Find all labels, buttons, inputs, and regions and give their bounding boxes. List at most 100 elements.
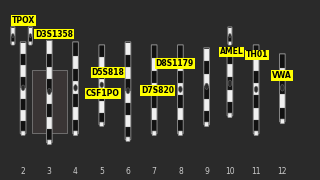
Ellipse shape: [179, 86, 182, 92]
Bar: [11, 35, 15, 43]
Bar: [253, 108, 259, 120]
Bar: [20, 54, 26, 65]
Bar: [227, 90, 233, 102]
Bar: [125, 103, 131, 115]
Bar: [28, 28, 32, 35]
FancyBboxPatch shape: [179, 131, 182, 136]
Bar: [280, 55, 285, 68]
Text: AMEL: AMEL: [220, 48, 244, 57]
FancyBboxPatch shape: [254, 131, 258, 136]
FancyBboxPatch shape: [152, 131, 156, 136]
Bar: [204, 61, 209, 74]
Bar: [280, 94, 285, 107]
Bar: [228, 28, 232, 35]
Bar: [253, 120, 259, 133]
FancyBboxPatch shape: [126, 137, 130, 141]
Text: D7S820: D7S820: [141, 86, 174, 95]
Bar: [73, 56, 78, 69]
Bar: [178, 108, 183, 120]
Bar: [152, 58, 157, 71]
Bar: [73, 69, 78, 81]
Bar: [20, 110, 26, 121]
FancyBboxPatch shape: [280, 119, 284, 124]
FancyBboxPatch shape: [29, 42, 32, 45]
Ellipse shape: [228, 80, 232, 86]
Text: VWA: VWA: [272, 71, 292, 80]
Bar: [178, 95, 183, 108]
Bar: [32, 70, 67, 133]
Bar: [227, 52, 233, 64]
Bar: [227, 64, 233, 77]
Bar: [280, 68, 285, 81]
Bar: [178, 83, 183, 95]
Text: TH01: TH01: [246, 50, 268, 59]
Bar: [99, 46, 104, 57]
Text: D5S818: D5S818: [92, 68, 124, 77]
Bar: [99, 112, 104, 124]
Bar: [178, 58, 183, 71]
Bar: [125, 115, 131, 127]
Bar: [73, 107, 78, 120]
Ellipse shape: [74, 85, 77, 91]
Bar: [178, 71, 183, 83]
Bar: [20, 77, 26, 88]
Bar: [125, 91, 131, 103]
Bar: [28, 35, 32, 43]
Bar: [47, 104, 52, 116]
Ellipse shape: [254, 86, 258, 92]
Bar: [99, 79, 104, 90]
Ellipse shape: [12, 34, 14, 37]
Ellipse shape: [21, 85, 25, 91]
Bar: [20, 65, 26, 77]
Bar: [20, 121, 26, 133]
FancyBboxPatch shape: [228, 42, 231, 45]
Ellipse shape: [29, 34, 32, 37]
Bar: [228, 35, 232, 43]
Bar: [125, 43, 131, 55]
Bar: [99, 102, 104, 112]
Bar: [152, 46, 157, 58]
FancyBboxPatch shape: [74, 131, 77, 136]
Bar: [47, 129, 52, 141]
Bar: [99, 68, 104, 79]
Bar: [11, 28, 15, 35]
Bar: [125, 67, 131, 79]
Bar: [253, 83, 259, 95]
Bar: [73, 43, 78, 56]
Bar: [204, 49, 209, 61]
Bar: [204, 86, 209, 99]
Ellipse shape: [205, 83, 208, 89]
FancyBboxPatch shape: [204, 122, 209, 127]
Bar: [125, 55, 131, 67]
Bar: [125, 127, 131, 139]
Text: D3S1358: D3S1358: [35, 30, 73, 39]
FancyBboxPatch shape: [100, 122, 104, 126]
FancyBboxPatch shape: [21, 131, 25, 135]
Ellipse shape: [228, 34, 231, 37]
Bar: [152, 108, 157, 120]
Bar: [152, 71, 157, 83]
Bar: [47, 42, 52, 54]
Bar: [280, 107, 285, 121]
Bar: [227, 77, 233, 90]
FancyBboxPatch shape: [228, 113, 232, 118]
Ellipse shape: [126, 88, 130, 94]
Bar: [20, 88, 26, 99]
Bar: [47, 116, 52, 129]
Bar: [73, 81, 78, 94]
Bar: [20, 99, 26, 110]
FancyBboxPatch shape: [12, 42, 14, 45]
Bar: [47, 91, 52, 104]
Bar: [20, 43, 26, 54]
Text: D8S1179: D8S1179: [156, 59, 194, 68]
Bar: [253, 46, 259, 58]
FancyBboxPatch shape: [47, 140, 51, 145]
Bar: [152, 83, 157, 95]
Bar: [47, 79, 52, 91]
Bar: [73, 94, 78, 107]
Bar: [253, 71, 259, 83]
Bar: [73, 120, 78, 133]
Bar: [227, 102, 233, 115]
Ellipse shape: [152, 86, 156, 92]
Bar: [47, 54, 52, 67]
